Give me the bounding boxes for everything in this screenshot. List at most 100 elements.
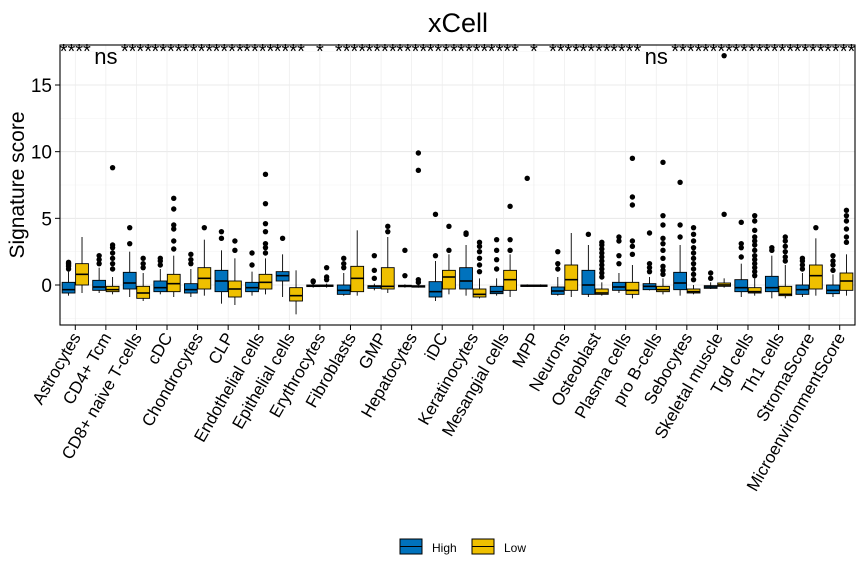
box-high-22 [734,219,749,297]
box-iqr [594,288,609,295]
outlier-point [660,271,666,278]
outlier-point [721,211,727,218]
box-high-12 [428,211,443,301]
outlier-point [752,264,758,271]
outlier-point [660,159,666,166]
outlier-point [555,260,561,267]
box-iqr [428,281,443,298]
outlier-point [752,252,758,259]
outlier-point [341,255,347,262]
outlier-point [646,260,653,267]
outlier-point [249,262,255,268]
outlier-point [599,246,605,252]
outlier-point [371,275,378,282]
outlier-point [677,222,683,228]
outlier-point [677,234,683,240]
significance-label: **** [243,41,274,63]
outlier-point [830,262,836,268]
box-low-17 [594,239,609,296]
box-high-2 [122,224,137,297]
outlier-point [843,226,850,232]
box-low-23 [778,234,793,299]
outlier-point [432,211,439,218]
outlier-point [843,207,850,214]
box-high-23 [764,244,779,299]
significance-label: **** [488,41,519,63]
box-iqr [183,283,198,294]
outlier-point [707,270,714,276]
outlier-point [646,268,653,275]
box-iqr [747,287,762,294]
y-axis-title: Signature score [6,111,29,258]
outlier-point [660,222,666,228]
significance-label: **** [365,41,396,63]
outlier-point [96,256,102,263]
outlier-point [262,240,269,247]
outlier-point [660,263,666,270]
outlier-point [262,228,269,235]
box-low-2 [136,255,151,301]
box-low-9 [350,230,365,296]
significance-label: **** [549,41,580,63]
outlier-point [218,228,225,235]
box-low-25 [839,207,854,296]
plot-border [59,44,856,326]
outlier-point [232,247,238,254]
outlier-point [813,224,819,231]
box-high-5 [214,228,229,304]
box-high-16 [550,248,565,296]
box-low-16 [564,233,579,297]
outlier-point [476,255,483,262]
y-tick-label: 10 [31,143,52,164]
outlier-point [507,203,513,210]
significance-label: **** [610,41,641,63]
box-low-6 [258,171,273,295]
y-tick-label: 5 [41,209,52,230]
outlier-point [415,150,422,156]
outlier-point [585,231,592,238]
significance-label: * [316,41,324,63]
legend: High Low [399,538,526,555]
box-iqr [489,285,504,295]
significance-label: **** [121,41,152,63]
outlier-point [402,272,408,279]
outlier-point [262,200,269,207]
outlier-point [127,224,133,231]
outlier-point [616,260,622,267]
outlier-point [690,255,697,262]
box-low-18 [625,155,640,299]
outlier-point [555,248,561,255]
outlier-point [738,244,744,251]
box-high-11 [398,247,412,288]
significance-label: * [530,41,538,63]
outlier-point [507,236,513,243]
box-low-12 [442,223,456,295]
outlier-point [660,212,666,219]
outlier-point [629,251,636,258]
outlier-point [843,212,850,219]
box-high-15 [520,175,535,287]
outlier-point [599,250,605,256]
outlier-point [782,238,788,244]
outlier-point [232,238,238,244]
outlier-point [341,260,347,267]
outlier-point [830,258,836,264]
significance-label: **** [580,41,611,63]
box-iqr [778,285,793,297]
outlier-point [738,240,744,247]
outlier-point [843,239,850,246]
significance-label: **** [794,41,825,63]
box-low-0 [75,237,89,293]
outlier-point [830,267,836,274]
outlier-point [752,218,758,224]
outlier-point [830,252,836,259]
outlier-point [188,260,194,267]
outlier-point [752,212,758,219]
outlier-point [629,194,636,200]
outlier-point [677,179,683,186]
outlier-point [752,234,758,240]
significance-label: **** [335,41,366,63]
box-low-8 [319,264,334,288]
box-high-10 [367,252,382,291]
